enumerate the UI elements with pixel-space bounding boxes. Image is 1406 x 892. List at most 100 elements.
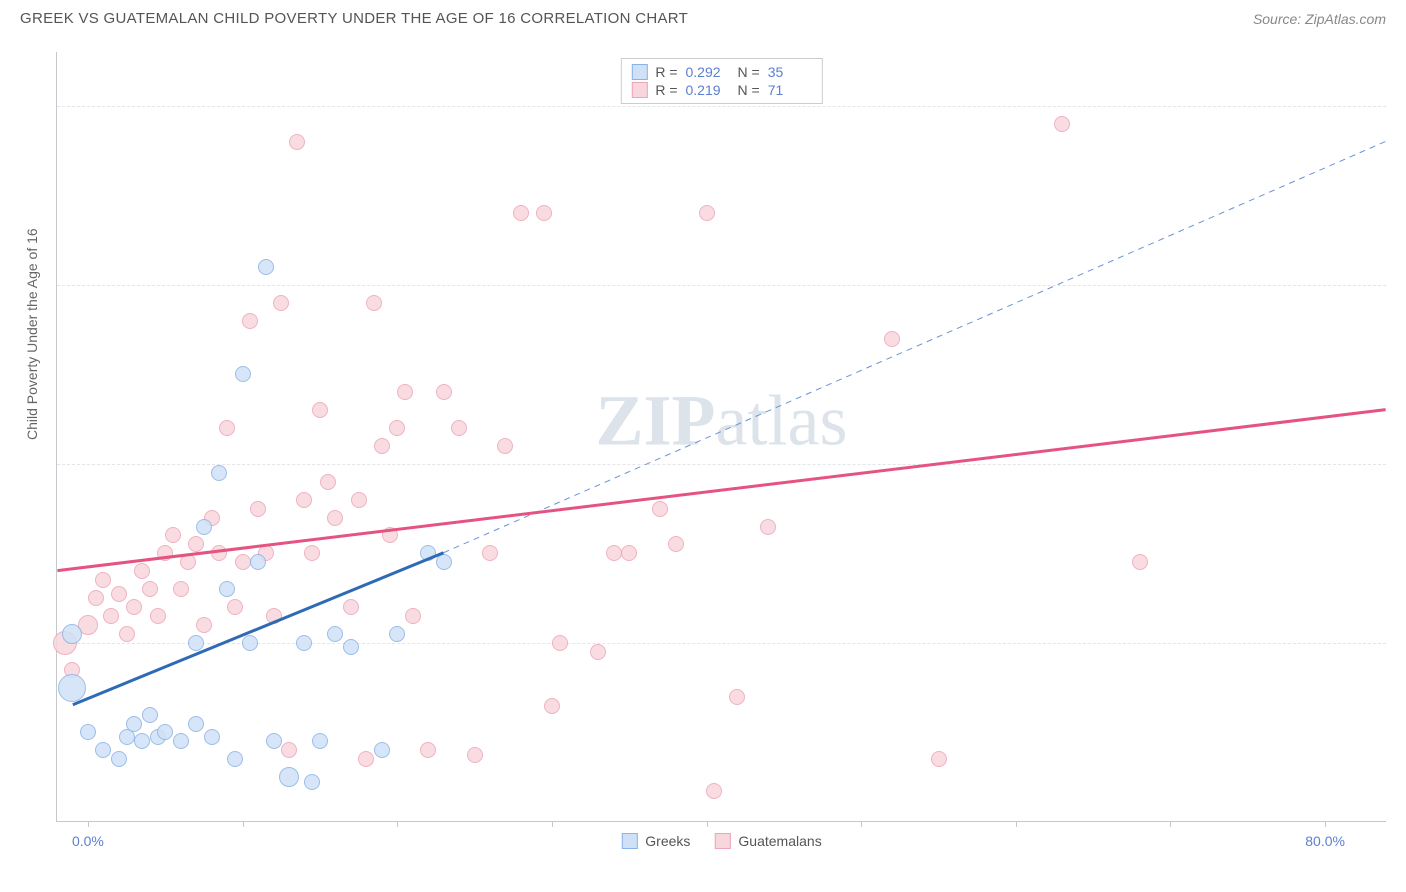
r-label: R =: [655, 64, 677, 80]
scatter-point-greeks: [188, 635, 204, 651]
scatter-point-guatemalans: [343, 599, 359, 615]
n-label: N =: [738, 64, 760, 80]
scatter-point-guatemalans: [188, 536, 204, 552]
scatter-point-guatemalans: [219, 420, 235, 436]
scatter-point-guatemalans: [366, 295, 382, 311]
scatter-point-guatemalans: [420, 742, 436, 758]
scatter-point-greeks: [235, 366, 251, 382]
scatter-point-greeks: [62, 624, 82, 644]
scatter-point-guatemalans: [211, 545, 227, 561]
scatter-point-guatemalans: [180, 554, 196, 570]
watermark: ZIPatlas: [596, 380, 848, 463]
scatter-point-guatemalans: [250, 501, 266, 517]
scatter-point-guatemalans: [621, 545, 637, 561]
scatter-point-greeks: [157, 724, 173, 740]
n-label: N =: [738, 82, 760, 98]
gridline-h: [57, 285, 1386, 286]
scatter-point-guatemalans: [235, 554, 251, 570]
y-axis-title: Child Poverty Under the Age of 16: [24, 228, 40, 440]
scatter-point-guatemalans: [606, 545, 622, 561]
scatter-point-guatemalans: [884, 331, 900, 347]
scatter-point-guatemalans: [351, 492, 367, 508]
scatter-point-guatemalans: [150, 608, 166, 624]
scatter-point-guatemalans: [289, 134, 305, 150]
legend-label: Guatemalans: [738, 833, 821, 849]
r-value: 0.292: [686, 64, 730, 80]
legend-row-guatemalans: R =0.219N =71: [631, 81, 811, 99]
scatter-point-guatemalans: [327, 510, 343, 526]
scatter-point-guatemalans: [436, 384, 452, 400]
scatter-point-guatemalans: [320, 474, 336, 490]
scatter-point-greeks: [188, 716, 204, 732]
scatter-point-guatemalans: [304, 545, 320, 561]
scatter-point-greeks: [343, 639, 359, 655]
scatter-point-greeks: [95, 742, 111, 758]
x-tick: [552, 821, 553, 827]
scatter-point-greeks: [58, 674, 86, 702]
trend-lines: [57, 52, 1386, 821]
scatter-point-greeks: [196, 519, 212, 535]
x-tick: [1016, 821, 1017, 827]
scatter-point-guatemalans: [242, 313, 258, 329]
swatch-icon: [621, 833, 637, 849]
legend-row-greeks: R = 0.292 N = 35: [631, 63, 811, 81]
chart-title: GREEK VS GUATEMALAN CHILD POVERTY UNDER …: [20, 10, 688, 27]
legend-series: Greeks Guatemalans: [621, 833, 821, 849]
n-value: 35: [768, 64, 812, 80]
n-value: 71: [768, 82, 812, 98]
scatter-point-guatemalans: [196, 617, 212, 633]
scatter-point-guatemalans: [544, 698, 560, 714]
scatter-point-guatemalans: [281, 742, 297, 758]
scatter-point-greeks: [296, 635, 312, 651]
scatter-point-greeks: [80, 724, 96, 740]
legend-item-guatemalans: Guatemalans: [714, 833, 821, 849]
scatter-point-guatemalans: [382, 527, 398, 543]
scatter-point-greeks: [204, 729, 220, 745]
scatter-point-guatemalans: [88, 590, 104, 606]
x-tick: [397, 821, 398, 827]
legend-label: Greeks: [645, 833, 690, 849]
scatter-point-guatemalans: [103, 608, 119, 624]
x-tick-label: 80.0%: [1305, 833, 1345, 849]
scatter-point-guatemalans: [1054, 116, 1070, 132]
scatter-point-guatemalans: [513, 205, 529, 221]
scatter-point-guatemalans: [95, 572, 111, 588]
scatter-point-greeks: [211, 465, 227, 481]
scatter-point-guatemalans: [389, 420, 405, 436]
scatter-point-guatemalans: [1132, 554, 1148, 570]
scatter-point-guatemalans: [165, 527, 181, 543]
scatter-point-guatemalans: [497, 438, 513, 454]
scatter-point-guatemalans: [931, 751, 947, 767]
scatter-point-guatemalans: [111, 586, 127, 602]
scatter-point-greeks: [266, 733, 282, 749]
scatter-point-greeks: [242, 635, 258, 651]
x-tick: [88, 821, 89, 827]
scatter-point-greeks: [134, 733, 150, 749]
scatter-point-guatemalans: [451, 420, 467, 436]
source-label: Source: ZipAtlas.com: [1253, 11, 1386, 27]
x-tick: [243, 821, 244, 827]
x-tick: [1170, 821, 1171, 827]
scatter-point-guatemalans: [467, 747, 483, 763]
scatter-point-guatemalans: [652, 501, 668, 517]
scatter-point-guatemalans: [273, 295, 289, 311]
scatter-point-guatemalans: [590, 644, 606, 660]
swatch-icon: [631, 82, 647, 98]
scatter-point-greeks: [111, 751, 127, 767]
scatter-point-greeks: [312, 733, 328, 749]
swatch-icon: [631, 64, 647, 80]
scatter-point-greeks: [327, 626, 343, 642]
x-tick-label: 0.0%: [72, 833, 104, 849]
scatter-point-greeks: [219, 581, 235, 597]
scatter-point-guatemalans: [358, 751, 374, 767]
legend-correlation: R =0.292N =35R =0.219N =71: [620, 58, 822, 104]
r-label: R =: [655, 82, 677, 98]
scatter-point-guatemalans: [157, 545, 173, 561]
scatter-point-guatemalans: [482, 545, 498, 561]
chart-area: ZIPatlas R =0.292N =35R =0.219N =71 Gree…: [56, 52, 1386, 822]
scatter-point-greeks: [304, 774, 320, 790]
scatter-point-greeks: [374, 742, 390, 758]
scatter-point-guatemalans: [706, 783, 722, 799]
scatter-point-greeks: [227, 751, 243, 767]
scatter-point-guatemalans: [173, 581, 189, 597]
